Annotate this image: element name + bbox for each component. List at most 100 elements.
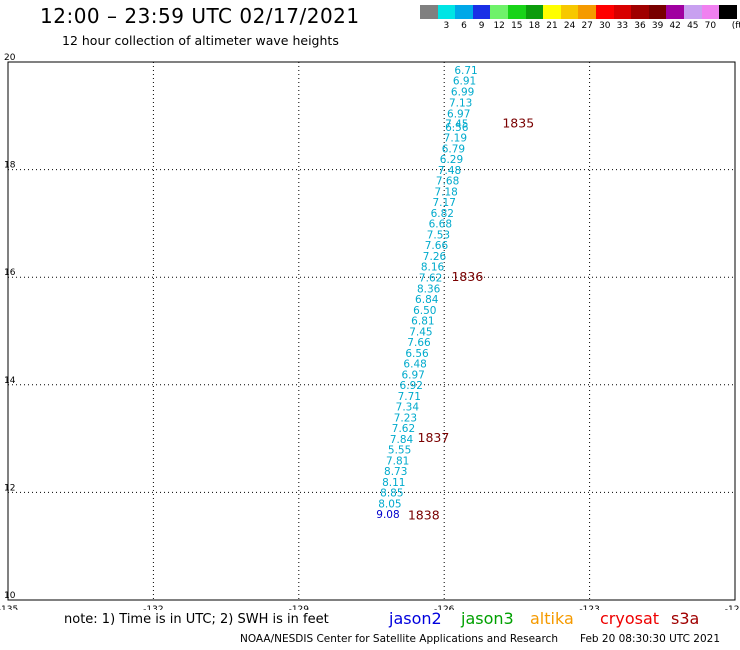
- track-point-swh: 7.13: [449, 98, 472, 110]
- legend-bin-label: 6: [461, 21, 467, 31]
- track-point-swh: 6.99: [451, 86, 474, 98]
- track-point-swh: 6.97: [447, 108, 470, 120]
- satellite-name: cryosat: [600, 609, 660, 628]
- legend-swatch: [596, 5, 615, 19]
- satellite-name: s3a: [671, 609, 700, 628]
- legend-swatch: [666, 5, 685, 19]
- track-point-swh: 7.45: [409, 326, 432, 338]
- footer-note: note: 1) Time is in UTC; 2) SWH is in fe…: [64, 612, 329, 627]
- legend-swatch: [631, 5, 650, 19]
- page-title: 12:00 – 23:59 UTC 02/17/2021: [40, 4, 360, 28]
- track-point-swh: 7.26: [423, 251, 447, 263]
- track-point-swh: 7.34: [396, 402, 420, 414]
- track-point-swh: 6.92: [400, 380, 423, 392]
- legend-bin-label: 9: [478, 21, 485, 31]
- legend-bin-label: 12: [493, 21, 505, 31]
- track-point-swh: 6.84: [415, 294, 439, 306]
- lon-tick-label: -135: [0, 605, 18, 610]
- track-time-label: 1838: [408, 507, 440, 522]
- generation-timestamp: Feb 20 08:30:30 UTC 2021: [580, 633, 720, 645]
- legend-bin-label: 21: [546, 21, 558, 31]
- legend-swatch: [543, 5, 562, 19]
- track-point-swh: 6.97: [401, 369, 424, 381]
- legend-bin-label: 45: [687, 21, 699, 31]
- lon-tick-label: -132: [143, 605, 163, 610]
- track-point-swh: 7.62: [392, 423, 415, 435]
- track-point-swh: 8.16: [421, 262, 445, 274]
- legend-swatch: [701, 5, 720, 19]
- track-time-label: 1835: [502, 116, 534, 131]
- legend-swatch: [455, 5, 474, 19]
- track-point-swh: 7.19: [444, 133, 467, 145]
- track-point-swh: 6.82: [431, 208, 454, 220]
- legend-swatch: [525, 5, 544, 19]
- track-point-swh: 7.48: [438, 165, 461, 177]
- track-point-swh: 7.71: [398, 391, 421, 403]
- track-time-label: 1837: [418, 430, 450, 445]
- track-point-swh: 7.45: [445, 119, 468, 131]
- legend-swatch: [490, 5, 509, 19]
- track-point-swh: 7.18: [434, 186, 457, 198]
- wave-height-map[interactable]: -135 -132 -129 -126 -123 -120 10 12 14 16 18 20 6.71…: [0, 0, 740, 610]
- legend-swatch: [684, 5, 703, 19]
- legend-swatch: [508, 5, 527, 19]
- track-point-swh: 8.05: [378, 498, 401, 510]
- legend-bin-label: 39: [651, 21, 664, 31]
- legend-swatch: [648, 5, 667, 19]
- track-point-swh: 6.81: [411, 316, 434, 328]
- track-point-swh: 8.73: [384, 466, 407, 478]
- track-point-swh: 7.23: [394, 412, 417, 424]
- lon-tick-label: -126: [434, 605, 455, 610]
- legend-swatch: [472, 5, 491, 19]
- track-point-swh: 7.81: [386, 455, 409, 467]
- credit-line: NOAA/NESDIS Center for Satellite Applica…: [240, 633, 558, 645]
- track-point-swh: 9.08: [376, 509, 399, 521]
- legend-bin-label: 42: [669, 21, 681, 31]
- track-point-swh: 6.29: [440, 154, 463, 166]
- legend-swatch: [560, 5, 579, 19]
- track-point-swh: 6.56: [445, 122, 469, 134]
- legend-bin-label: 15: [511, 21, 523, 31]
- legend-bin-label: 24: [563, 21, 576, 31]
- legend-swatch: [719, 5, 738, 19]
- track-point-swh: 7.66: [407, 337, 431, 349]
- track-point-swh: 7.62: [419, 273, 442, 285]
- legend-swatch: [437, 5, 456, 19]
- track-point-swh: 7.53: [427, 229, 450, 241]
- legend-bin-label: 27: [581, 21, 593, 31]
- lat-tick-label: 18: [4, 161, 16, 171]
- legend-unit-label: (ft): [731, 21, 740, 31]
- track-time-label: 1836: [451, 269, 483, 284]
- lon-tick-label: -123: [579, 605, 599, 610]
- track-point-swh: 6.71: [454, 65, 477, 77]
- satellite-name: jason2: [389, 609, 442, 628]
- map-frame: [7, 61, 736, 601]
- track-point-swh: 6.68: [429, 219, 452, 231]
- page-subtitle: 12 hour collection of altimeter wave hei…: [62, 33, 339, 48]
- legend-bin-label: 70: [704, 21, 717, 31]
- track-point-swh: 6.50: [413, 305, 436, 317]
- legend-bin-label: 33: [616, 21, 629, 31]
- lat-tick-label: 10: [4, 591, 16, 601]
- lat-tick-label: 12: [4, 483, 15, 493]
- track-point-swh: 6.48: [403, 359, 426, 371]
- legend-swatch: [613, 5, 632, 19]
- lat-tick-label: 20: [4, 53, 16, 63]
- track-point-swh: 7.68: [436, 176, 459, 188]
- satellite-name: jason3: [461, 609, 514, 628]
- track-point-swh: 7.17: [433, 197, 456, 209]
- track-point-swh: 8.85: [380, 488, 403, 500]
- legend-bin-label: 3: [443, 21, 450, 31]
- track-point-swh: 8.11: [382, 477, 405, 489]
- lat-tick-label: 16: [4, 268, 16, 278]
- legend-bin-label: 18: [528, 21, 541, 31]
- satellite-name: altika: [530, 609, 574, 628]
- lon-tick-label: -129: [289, 605, 310, 610]
- track-point-swh: 6.56: [405, 348, 429, 360]
- track-point-swh: 8.36: [417, 283, 441, 295]
- legend-swatch: [420, 5, 439, 19]
- legend-bin-label: 30: [599, 21, 611, 31]
- track-point-swh: 6.79: [442, 143, 465, 155]
- legend-bin-label: 36: [634, 21, 646, 31]
- track-point-swh: 7.84: [390, 434, 414, 446]
